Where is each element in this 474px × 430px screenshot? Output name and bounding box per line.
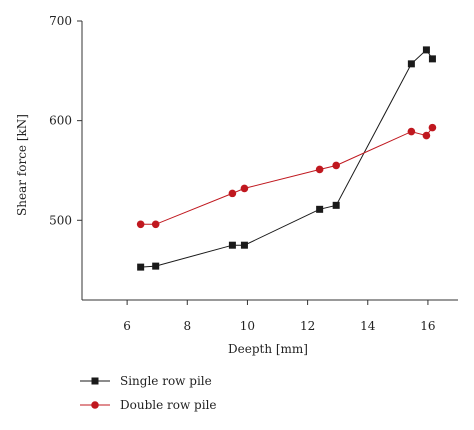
data-point xyxy=(422,46,430,54)
x-ticks: 6 8 10 12 14 16 xyxy=(123,300,436,333)
series-circle-group xyxy=(136,123,437,229)
x-tick-label: 16 xyxy=(420,319,435,333)
x-tick-label: 12 xyxy=(300,319,315,333)
data-point xyxy=(137,263,145,271)
legend-marker xyxy=(91,377,99,385)
x-tick-label: 6 xyxy=(123,319,131,333)
y-axis-title: Shear force [kN] xyxy=(15,114,29,216)
data-point xyxy=(240,184,249,193)
data-point xyxy=(316,205,324,213)
data-point xyxy=(407,60,415,68)
legend-item: Double row pile xyxy=(80,398,217,412)
data-point xyxy=(332,201,340,209)
plot-area: 6 8 10 12 14 16 500 600 700 xyxy=(49,14,458,333)
data-point xyxy=(407,127,416,136)
series-line xyxy=(140,127,433,225)
data-point xyxy=(428,123,437,132)
data-point xyxy=(422,131,431,140)
y-ticks: 500 600 700 xyxy=(49,14,82,227)
data-point xyxy=(228,189,237,198)
legend: Single row pile Double row pile xyxy=(80,374,217,412)
legend-marker xyxy=(91,401,99,409)
y-tick-label: 700 xyxy=(49,14,72,28)
x-tick-label: 10 xyxy=(240,319,255,333)
series-square-group xyxy=(137,46,436,271)
data-point xyxy=(240,241,248,249)
series-line xyxy=(140,49,433,268)
x-tick-label: 14 xyxy=(360,319,376,333)
data-point xyxy=(228,241,236,249)
series-layer xyxy=(136,46,437,271)
y-tick-label: 600 xyxy=(49,114,72,128)
y-tick-label: 500 xyxy=(49,213,72,227)
data-point xyxy=(151,220,160,229)
data-point xyxy=(332,161,340,170)
x-axis-title: Deepth [mm] xyxy=(228,342,308,356)
x-tick-label: 8 xyxy=(183,319,191,333)
data-point xyxy=(152,262,160,270)
data-point xyxy=(428,55,436,63)
data-point xyxy=(315,165,324,174)
legend-item: Single row pile xyxy=(80,374,212,388)
legend-label: Single row pile xyxy=(120,374,212,388)
data-point xyxy=(136,220,145,229)
legend-label: Double row pile xyxy=(120,398,217,412)
